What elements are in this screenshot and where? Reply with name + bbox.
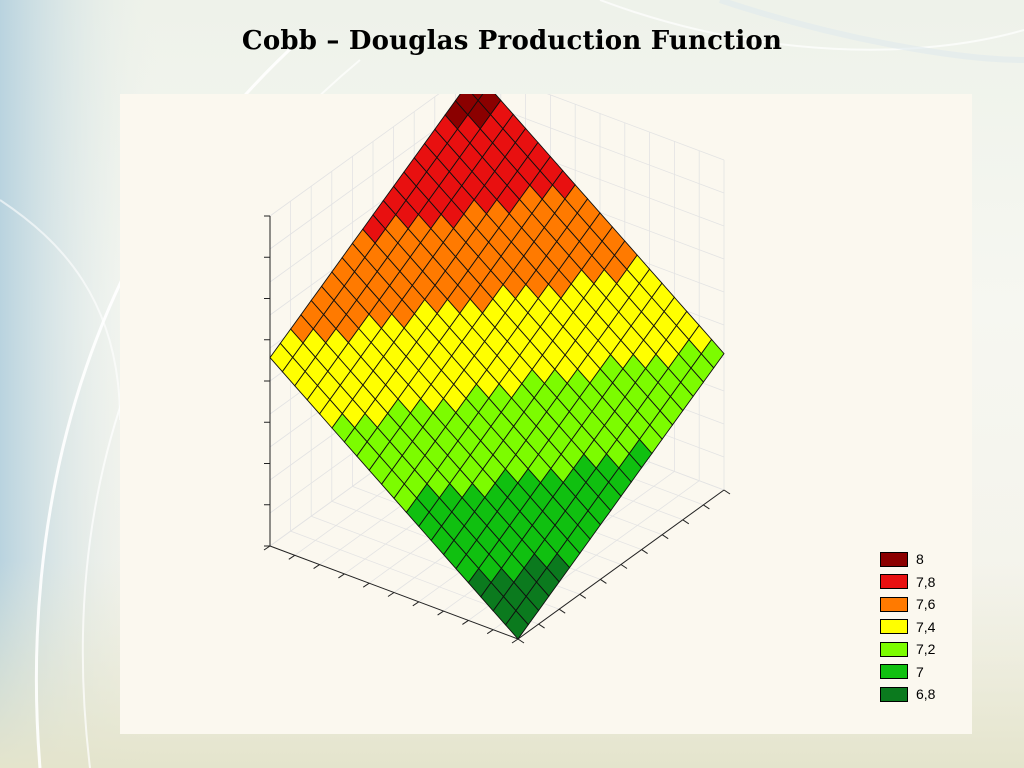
y-tick [579,593,587,599]
legend-item: 7 [880,661,970,684]
x-tick [387,592,395,597]
x-tick [263,545,271,551]
legend-swatch [880,686,908,702]
surface-cell [471,94,484,102]
legend-swatch [880,574,908,590]
plot-axes [263,215,731,644]
legend-label: 6,8 [916,686,936,703]
surface-cell [505,609,529,640]
color-legend: 8 7,8 7,6 7,4 7,2 7 6,8 [880,548,970,706]
legend-item: 7,8 [880,571,970,594]
legend-label: 7,6 [916,596,936,613]
legend-item: 7,6 [880,593,970,616]
legend-swatch [880,596,908,612]
legend-item: 7,4 [880,616,970,639]
x-tick [288,554,296,560]
legend-swatch [880,551,908,567]
y-tick [538,623,545,629]
legend-swatch [880,641,908,657]
legend-swatch [880,619,908,635]
y-tick [620,564,628,569]
y-tick [517,638,525,644]
legend-label: 7,4 [916,618,936,635]
slide-title: Cobb – Douglas Production Function [241,26,783,56]
x-tick [313,564,320,570]
chart-panel: 8 7,8 7,6 7,4 7,2 7 6,8 [120,94,972,734]
grid-line [475,99,725,194]
y-tick [600,578,607,584]
x-tick [412,601,420,607]
x-tick [486,629,494,635]
grid-line [546,94,725,161]
legend-label: 7,8 [916,573,936,590]
legend-swatch [880,664,908,680]
surface-plot [263,94,731,644]
y-tick [703,504,710,510]
surface-mesh [269,94,725,640]
y-tick [558,608,566,614]
legend-label: 7 [916,663,924,680]
legend-label: 7,2 [916,641,936,658]
legend-item: 6,8 [880,683,970,706]
y-tick [723,489,731,495]
y-tick [682,519,690,525]
legend-item: 7,2 [880,638,970,661]
y-tick [641,549,648,555]
x-tick [511,638,519,644]
x-tick [437,610,444,616]
x-tick [362,582,370,588]
x-tick [338,573,345,579]
y-tick [661,534,669,540]
legend-item: 8 [880,548,970,571]
x-tick [462,619,469,625]
legend-label: 8 [916,551,924,568]
grid-line [269,94,440,217]
